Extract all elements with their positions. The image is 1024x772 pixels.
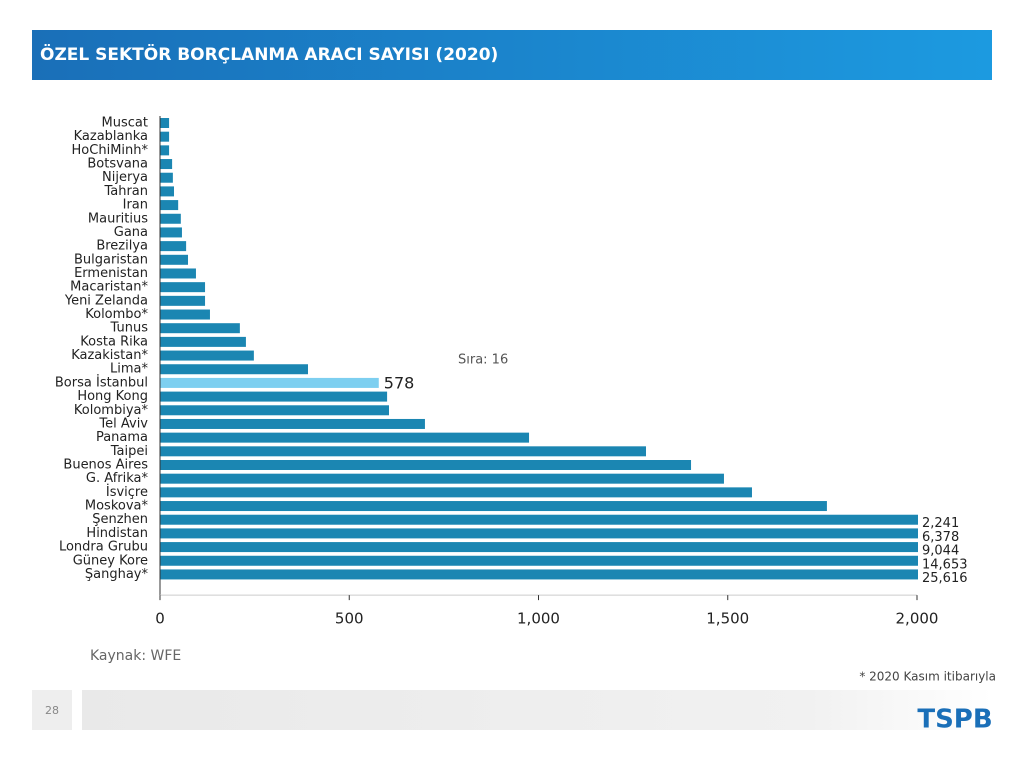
bar: [160, 145, 170, 156]
category-label: Tahran: [103, 184, 148, 199]
category-label: Şanghay*: [85, 567, 149, 582]
bar: [160, 241, 187, 252]
category-label: Yeni Zelanda: [64, 293, 148, 308]
bar: [160, 569, 918, 580]
value-label: 6,378: [922, 530, 959, 545]
footer-bar: [82, 690, 992, 730]
x-tick-label: 500: [335, 610, 364, 628]
category-label: Gana: [114, 225, 148, 240]
value-label: 9,044: [922, 544, 959, 559]
source: Kaynak: WFE: [90, 648, 181, 664]
category-label: G. Afrika*: [86, 471, 149, 486]
bar: [160, 432, 530, 443]
category-label: Hindistan: [86, 526, 148, 541]
bar: [160, 501, 827, 512]
category-label: Güney Kore: [73, 553, 148, 568]
category-label: Kosta Rika: [80, 334, 148, 349]
bar: [160, 118, 170, 128]
bar: [160, 528, 918, 539]
bar: [160, 131, 170, 142]
category-label: Kolombo*: [85, 307, 148, 322]
footnote: * 2020 Kasım itibarıyla: [859, 670, 996, 684]
category-label: Tel Aviv: [98, 416, 148, 431]
bar: [160, 159, 173, 170]
bar: [160, 336, 246, 347]
category-label: Panama: [96, 430, 148, 445]
bar: [160, 418, 425, 429]
category-label: Kolombiya*: [74, 403, 149, 418]
category-label: İsviçre: [106, 484, 148, 500]
category-label: Kazablanka: [74, 129, 148, 144]
title-bar: [32, 30, 992, 80]
bars: [160, 118, 918, 580]
bar: [160, 227, 182, 238]
bar: [160, 254, 189, 265]
bar: [160, 323, 240, 334]
bar: [160, 309, 210, 320]
category-label: HoChiMinh*: [72, 143, 149, 158]
category-label: Taipei: [110, 444, 148, 459]
category-label: Londra Grubu: [59, 540, 148, 555]
x-tick-label: 2,000: [896, 610, 939, 628]
bar: [160, 391, 388, 402]
page-number: 28: [45, 704, 59, 717]
bar: [160, 200, 179, 211]
logo: TSPB: [917, 705, 992, 735]
value-label: 25,616: [922, 571, 968, 586]
category-label: Muscat: [102, 116, 148, 131]
bar: [160, 405, 389, 416]
bar: [160, 555, 918, 566]
bar: [160, 186, 175, 197]
category-label: Bulgaristan: [74, 252, 148, 267]
value-label: 2,241: [922, 516, 959, 531]
category-label: Botsvana: [87, 157, 148, 172]
bar: [160, 377, 379, 388]
category-label: Macaristan*: [70, 280, 148, 295]
bar: [160, 514, 918, 525]
category-label: Nijerya: [102, 170, 148, 185]
category-label: Hong Kong: [77, 389, 148, 404]
category-label: Borsa İstanbul: [55, 374, 148, 390]
bar: [160, 446, 646, 457]
bar: [160, 487, 752, 498]
value-label: 578: [384, 373, 415, 392]
category-label: Buenos Aires: [63, 458, 148, 473]
bar: [160, 364, 308, 375]
bar: [160, 213, 181, 224]
category-label: Lima*: [110, 362, 148, 377]
bar: [160, 295, 206, 306]
category-label: Mauritius: [88, 211, 148, 226]
category-label: Şenzhen: [92, 512, 148, 527]
bar: [160, 473, 724, 484]
value-label: 14,653: [922, 557, 968, 572]
x-tick-label: 1,500: [706, 610, 749, 628]
chart-title: ÖZEL SEKTÖR BORÇLANMA ARACI SAYISI (2020…: [40, 43, 498, 65]
page-box: [32, 690, 72, 730]
bar: [160, 542, 918, 553]
category-label: Ermenistan: [74, 266, 148, 281]
annotation: Sıra: 16: [458, 352, 508, 367]
category-label: Brezilya: [96, 239, 148, 254]
category-label: Tunus: [110, 321, 149, 336]
bar: [160, 460, 692, 470]
x-tick-label: 0: [155, 610, 165, 628]
bar: [160, 350, 254, 361]
bar: [160, 268, 196, 279]
category-label: Iran: [123, 198, 148, 213]
bar: [160, 172, 173, 183]
category-label: Moskova*: [85, 499, 149, 514]
bar: [160, 282, 206, 293]
category-label: Kazakistan*: [71, 348, 148, 363]
x-tick-label: 1,000: [517, 610, 560, 628]
